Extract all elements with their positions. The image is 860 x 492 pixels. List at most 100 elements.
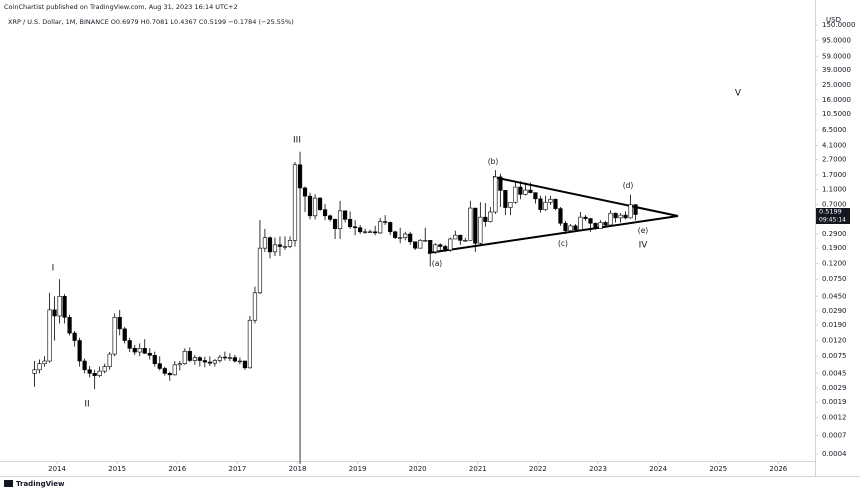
candle-body (302, 187, 308, 197)
candle-body (227, 357, 232, 359)
candle-body (162, 368, 167, 374)
y-tick-label: 0.7000 (822, 201, 847, 209)
candle-body (508, 201, 513, 208)
candle-body (533, 192, 538, 200)
candle-body (42, 360, 47, 364)
candle-body (297, 164, 303, 189)
wave-label: III (293, 136, 301, 146)
candle-body (553, 198, 558, 209)
logo-icon (4, 480, 13, 487)
candle-body (352, 226, 358, 229)
currency: USD (826, 16, 841, 24)
candle-body (438, 244, 443, 247)
candle-body (52, 309, 57, 317)
y-tick-label: 0.1200 (822, 260, 847, 268)
candle-body (217, 356, 222, 361)
y-tick-label: 0.0045 (822, 369, 847, 377)
x-tick-label: 2016 (168, 465, 186, 473)
candle-body (373, 231, 378, 234)
candle-body (312, 197, 318, 217)
candle-body (608, 212, 613, 226)
y-tick-label: 1.1000 (822, 185, 847, 193)
y-tick-label: 0.2900 (822, 230, 847, 238)
y-tick-label: 4.1000 (822, 141, 847, 149)
y-tick-label: 39.0000 (822, 66, 851, 74)
candle-body (262, 237, 268, 249)
candle-body (272, 244, 278, 253)
candle-body (122, 328, 127, 341)
candle-body (212, 360, 217, 364)
candle-body (478, 216, 483, 244)
candle-body (247, 319, 253, 369)
candle-body (82, 360, 87, 371)
x-tick-label: 2014 (48, 465, 66, 473)
candle-body (167, 373, 172, 376)
candle-body (523, 189, 528, 195)
candle-body (287, 240, 293, 247)
candle-body (563, 222, 568, 232)
candle-body (317, 197, 323, 211)
y-tick-label: 0.0120 (822, 337, 847, 345)
candle-body (147, 352, 152, 356)
candle-body (187, 350, 192, 361)
candle-body (583, 216, 588, 219)
wave-label: (d) (623, 181, 634, 190)
candle-body (97, 370, 102, 376)
candle-body (32, 369, 37, 374)
y-tick-label: 10.5000 (822, 110, 851, 118)
candle-body (172, 364, 177, 376)
symbol-legend: XRP / U.S. Dollar, 1M, BINANCE O0.6979 H… (8, 18, 294, 26)
candle-body (327, 215, 333, 220)
candle-body (578, 216, 583, 230)
candle-body (613, 212, 618, 219)
footer-logo: TradingView (16, 480, 65, 488)
candle-body (573, 225, 578, 230)
candle-body (603, 222, 608, 226)
last-price: 0.5199 (819, 207, 842, 215)
candle-body (493, 176, 498, 213)
candle-body (368, 231, 373, 233)
candle-body (343, 210, 348, 220)
y-tick-label: 150.0000 (822, 21, 855, 29)
x-tick-label: 2023 (589, 465, 607, 473)
y-tick-label: 0.0004 (822, 450, 847, 458)
candle-body (157, 363, 162, 369)
x-tick-label: 2024 (649, 465, 667, 473)
candle-body (433, 244, 438, 253)
candle-body (222, 356, 228, 359)
y-tick-label: 0.0012 (822, 414, 847, 422)
wave-label: II (84, 400, 89, 410)
candle-body (322, 209, 328, 217)
candle-body (363, 231, 368, 233)
candle-body (197, 357, 202, 361)
candle-body (337, 210, 343, 229)
countdown: 09:45:14 (819, 217, 846, 224)
candle-body (418, 240, 423, 249)
candle-body (267, 237, 273, 253)
x-tick-label: 2025 (709, 465, 727, 473)
candle-body (543, 201, 548, 211)
candle-body (47, 309, 52, 362)
wave-label: V (735, 89, 742, 99)
wave-label: I (52, 264, 55, 274)
y-tick-label: 0.0450 (822, 292, 847, 300)
y-tick-label: 95.0000 (822, 36, 851, 44)
candle-body (57, 296, 62, 317)
candle-body (598, 222, 603, 229)
y-tick-label: 16.0000 (822, 96, 851, 104)
trendline-upper (492, 176, 679, 217)
y-tick-label: 2.7000 (822, 155, 847, 163)
y-tick-label: 0.0019 (822, 398, 847, 406)
candle-body (67, 317, 72, 334)
wave-label: (a) (432, 259, 443, 268)
x-tick-label: 2017 (228, 465, 246, 473)
candle-body (77, 340, 82, 362)
candle-body (72, 332, 77, 341)
candle-body (558, 208, 563, 224)
y-tick-label: 59.0000 (822, 52, 851, 60)
x-tick-label: 2021 (469, 465, 487, 473)
candle-body (142, 348, 147, 354)
candle-body (408, 233, 413, 243)
candle-body (232, 357, 237, 362)
candle-body (588, 218, 593, 224)
